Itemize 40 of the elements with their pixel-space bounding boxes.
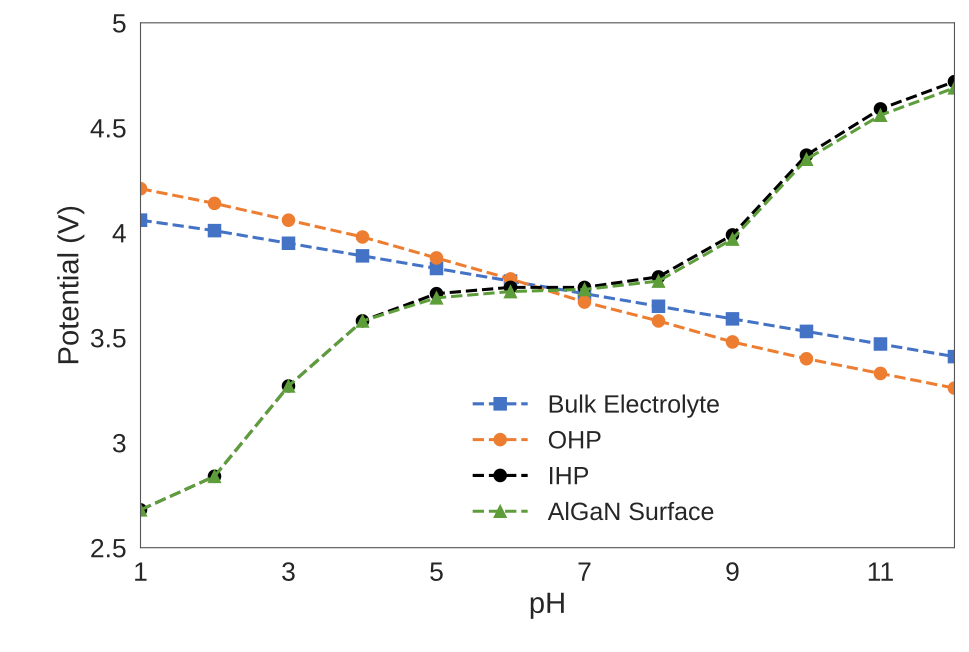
point [282,236,296,250]
y-tick-label: 5 [112,14,126,33]
point [430,251,444,265]
y-tick-label: 4 [112,224,126,242]
point [208,196,222,210]
x-tick-label: 3 [282,562,295,581]
point [652,299,666,314]
point [800,152,814,166]
x-tick-label: 11 [868,562,893,581]
point [652,314,666,328]
legend-label: IHP [550,466,588,484]
legend-label: OHP [548,430,601,449]
x-tick-label: 1 [135,562,147,581]
y-tick-label: 3 [112,434,126,453]
point [652,274,666,288]
point [726,232,740,246]
x-axis-title: pH [530,592,564,619]
x-tick-label: 5 [430,562,443,581]
y-tick-label: 4.5 [90,119,126,138]
point [726,335,740,349]
point [800,324,814,338]
x-tick-label: 7 [578,562,590,581]
x-tick-label: 9 [726,562,739,581]
point [874,337,888,351]
point [874,366,888,380]
point [208,224,222,238]
point [356,249,370,263]
point [282,213,296,227]
legend-label: Bulk Electrolyte [550,394,719,418]
point [430,291,444,305]
legend-label: AlGaN Surface [548,502,714,520]
y-axis-title: Potential (V) [57,206,84,364]
point [356,230,370,244]
y-tick-label: 3.5 [90,328,126,348]
point [800,352,814,366]
point [874,108,888,122]
y-tick-label: 2.5 [91,538,126,558]
point [726,312,740,326]
point [504,284,518,298]
point [578,295,592,309]
